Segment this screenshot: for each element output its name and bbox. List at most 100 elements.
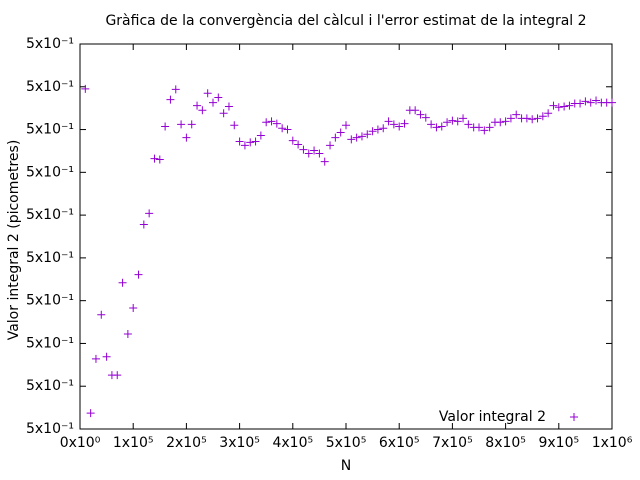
- point: [522, 114, 531, 123]
- point: [294, 140, 303, 149]
- point: [592, 96, 601, 105]
- point: [123, 330, 132, 339]
- point: [432, 123, 441, 132]
- x-tick-label: 2x10⁵: [166, 435, 207, 451]
- point: [501, 117, 510, 126]
- point: [209, 98, 217, 107]
- y-tick-label: 5x10⁻¹: [26, 335, 74, 351]
- point: [544, 109, 553, 118]
- point: [453, 117, 462, 126]
- point: [480, 126, 489, 135]
- point: [549, 101, 558, 110]
- point: [113, 371, 122, 380]
- y-tick-label: 5x10⁻¹: [26, 36, 74, 52]
- x-tick-label: 0x10⁰: [60, 435, 101, 451]
- point: [512, 110, 521, 119]
- x-tick-label: 1x10⁶: [592, 435, 633, 451]
- point: [357, 132, 366, 141]
- y-tick-label: 5x10⁻¹: [26, 421, 74, 437]
- point: [581, 97, 590, 106]
- point: [459, 114, 468, 123]
- point: [373, 125, 382, 134]
- point: [496, 118, 505, 127]
- point: [416, 110, 425, 119]
- y-tick-label: 5x10⁻¹: [26, 293, 74, 309]
- point: [299, 145, 308, 154]
- point: [171, 85, 180, 94]
- point: [326, 141, 335, 150]
- point: [315, 149, 324, 158]
- legend-label: Valor integral 2: [439, 409, 546, 425]
- point: [475, 123, 483, 132]
- point: [427, 120, 436, 129]
- point: [352, 133, 361, 142]
- point: [506, 114, 515, 123]
- point: [129, 303, 138, 312]
- point: [437, 122, 446, 131]
- point: [230, 121, 239, 130]
- point: [86, 409, 95, 418]
- point: [347, 135, 356, 144]
- point: [240, 141, 249, 150]
- x-tick-label: 6x10⁵: [379, 435, 420, 451]
- x-tick-label: 1x10⁵: [113, 435, 154, 451]
- point: [331, 133, 340, 142]
- point: [528, 115, 537, 124]
- y-tick-label: 5x10⁻¹: [26, 79, 74, 95]
- point: [219, 109, 228, 118]
- point: [395, 122, 404, 131]
- point: [155, 155, 164, 164]
- point: [256, 131, 265, 140]
- point: [538, 112, 547, 121]
- point: [134, 270, 143, 279]
- point: [246, 138, 255, 147]
- point: [272, 119, 281, 128]
- point: [267, 117, 276, 126]
- point: [448, 116, 457, 125]
- point: [411, 106, 420, 115]
- point: [379, 124, 388, 133]
- point: [262, 118, 271, 127]
- y-tick-label: 5x10⁻¹: [26, 122, 74, 138]
- point: [235, 137, 244, 146]
- point: [485, 123, 494, 132]
- point: [421, 113, 430, 122]
- point: [336, 128, 345, 137]
- point: [139, 220, 148, 229]
- point: [182, 133, 191, 142]
- y-tick-label: 5x10⁻¹: [26, 250, 74, 266]
- point: [203, 89, 212, 98]
- point: [565, 101, 574, 110]
- x-tick-label: 9x10⁵: [538, 435, 579, 451]
- point: [304, 149, 313, 158]
- point: [586, 98, 595, 107]
- point: [150, 154, 159, 163]
- point: [400, 119, 409, 128]
- point: [464, 120, 473, 129]
- point: [161, 122, 170, 131]
- x-tick-label: 8x10⁵: [485, 435, 526, 451]
- point: [368, 127, 377, 136]
- y-tick-label: 5x10⁻¹: [26, 164, 74, 180]
- point: [384, 117, 393, 126]
- point: [118, 278, 127, 287]
- x-tick-label: 5x10⁵: [326, 435, 367, 451]
- x-tick-label: 4x10⁵: [272, 435, 313, 451]
- point: [576, 99, 585, 108]
- point: [102, 352, 111, 361]
- point: [166, 95, 175, 104]
- plot-border: [79, 43, 613, 430]
- point: [389, 120, 398, 129]
- point: [342, 121, 350, 130]
- point: [97, 310, 106, 319]
- point: [193, 101, 202, 110]
- y-axis-label: Valor integral 2 (picometres): [6, 140, 22, 341]
- point: [288, 136, 297, 145]
- point: [177, 120, 186, 129]
- y-tick-label: 5x10⁻¹: [26, 378, 74, 394]
- point: [608, 98, 616, 107]
- point: [443, 118, 452, 127]
- x-tick-label: 7x10⁵: [432, 435, 473, 451]
- point: [320, 157, 329, 166]
